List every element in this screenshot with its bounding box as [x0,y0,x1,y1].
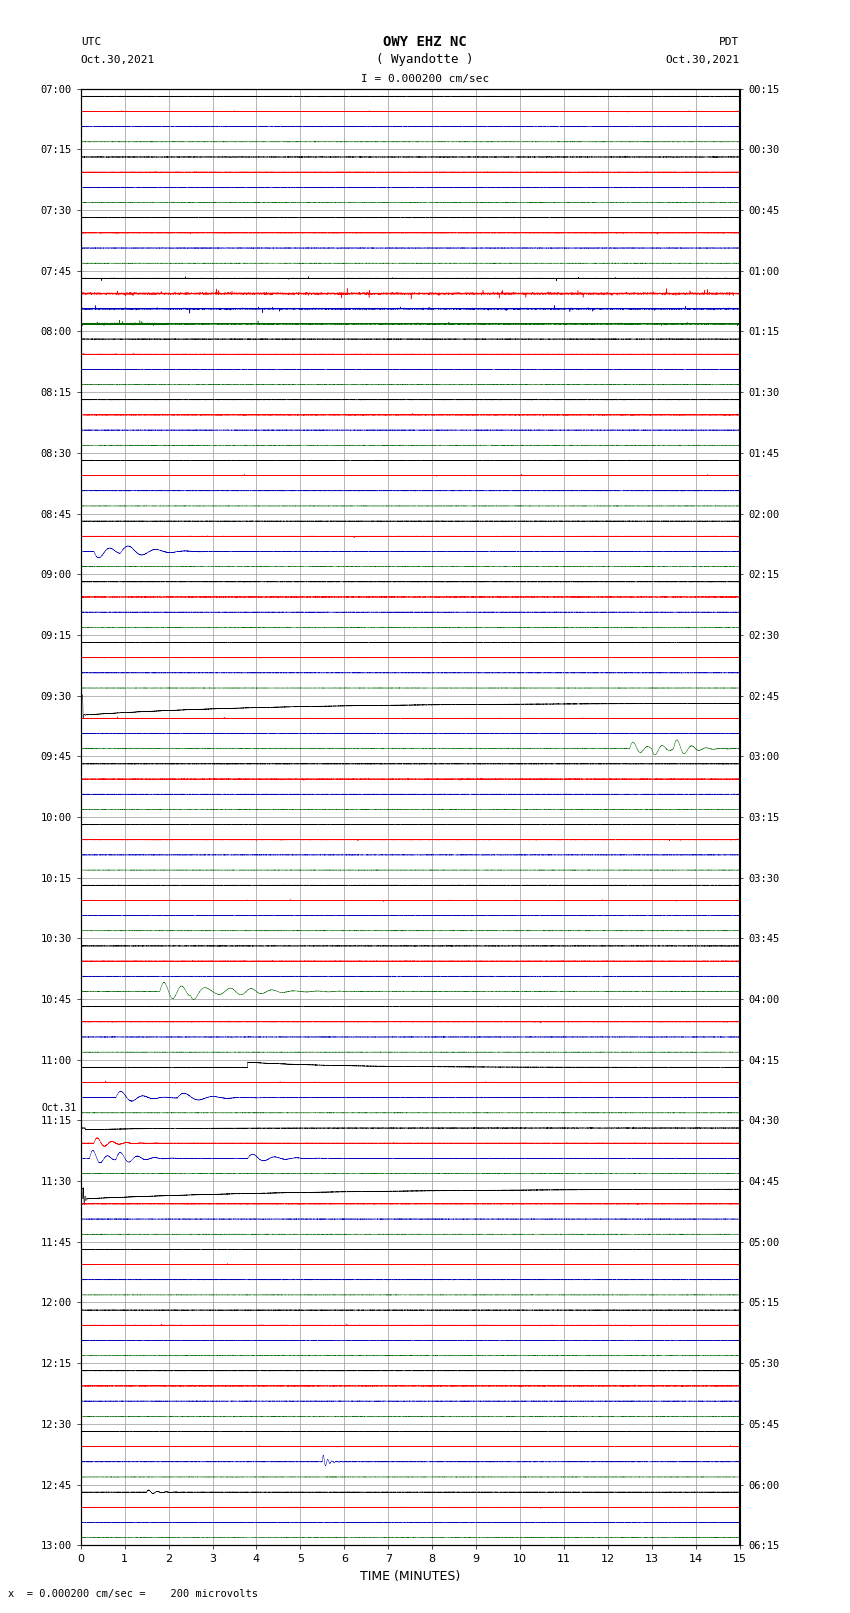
Text: OWY EHZ NC: OWY EHZ NC [383,35,467,48]
Text: Oct.30,2021: Oct.30,2021 [81,55,155,65]
Text: ( Wyandotte ): ( Wyandotte ) [377,53,473,66]
Text: Oct.31: Oct.31 [42,1103,76,1113]
Text: PDT: PDT [719,37,740,47]
Text: UTC: UTC [81,37,101,47]
Text: Oct.30,2021: Oct.30,2021 [666,55,740,65]
Text: I = 0.000200 cm/sec: I = 0.000200 cm/sec [361,74,489,84]
X-axis label: TIME (MINUTES): TIME (MINUTES) [360,1569,460,1582]
Text: x  = 0.000200 cm/sec =    200 microvolts: x = 0.000200 cm/sec = 200 microvolts [8,1589,258,1598]
